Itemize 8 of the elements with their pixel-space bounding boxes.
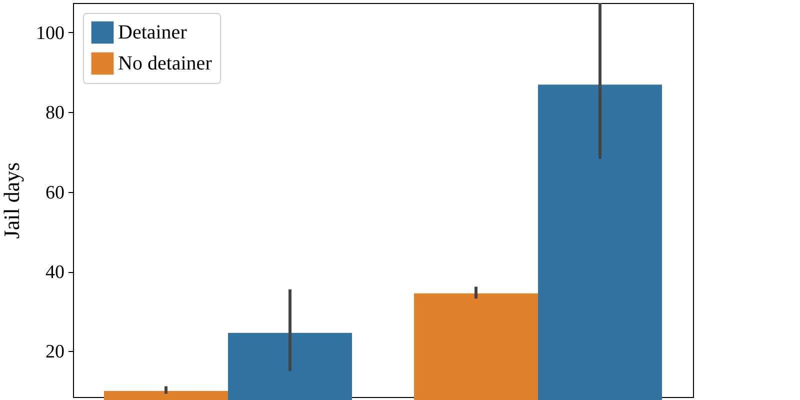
y-tick-label: 80 [46,102,64,124]
legend-label: Detainer [118,22,188,44]
y-tick-label: 40 [46,262,64,284]
y-tick-label: 100 [36,22,64,44]
y-tick-label: 20 [46,342,64,363]
legend-label: No detainer [118,52,212,74]
y-tick-label: 60 [46,182,64,204]
y-axis-title: Jail days [0,162,24,239]
